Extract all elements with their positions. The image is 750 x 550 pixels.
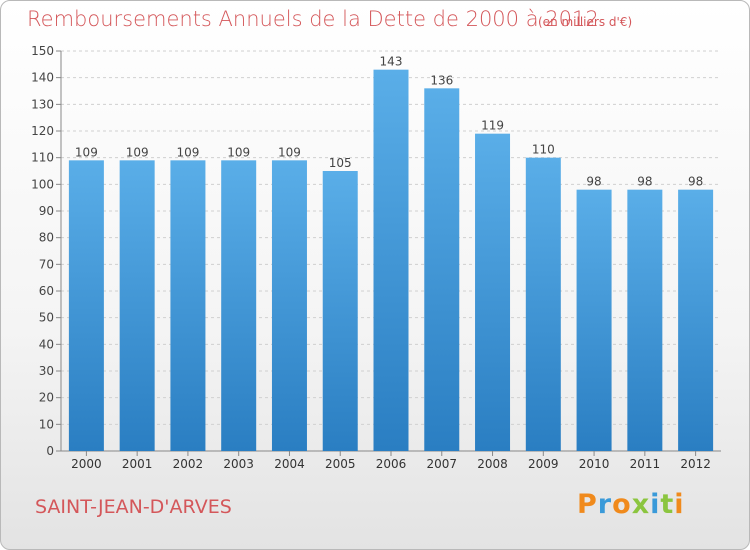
- chart-title: Remboursements Annuels de la Dette de 20…: [27, 7, 599, 31]
- bar: [68, 160, 104, 452]
- y-tick-label: 100: [31, 177, 54, 191]
- data-label: 109: [126, 145, 149, 159]
- bar: [271, 160, 307, 452]
- x-tick-label: 2001: [122, 457, 153, 471]
- x-tick-label: 2000: [71, 457, 102, 471]
- chart-subtitle: (en milliers d'€): [538, 15, 633, 29]
- brand-letter: x: [631, 489, 651, 520]
- y-tick-label: 150: [31, 44, 54, 58]
- x-tick-label: 2010: [579, 457, 610, 471]
- y-tick-label: 30: [39, 364, 54, 378]
- y-tick-label: 10: [39, 417, 54, 431]
- x-tick-label: 2006: [376, 457, 407, 471]
- brand-logo: Proxiti: [577, 489, 685, 520]
- x-tick-label: 2005: [325, 457, 356, 471]
- bar: [170, 160, 206, 452]
- bar: [322, 171, 358, 451]
- brand-letter: P: [577, 489, 598, 520]
- y-tick-label: 50: [39, 311, 54, 325]
- y-tick-label: 110: [31, 151, 54, 165]
- brand-letter: o: [612, 489, 632, 520]
- y-tick-label: 80: [39, 231, 54, 245]
- y-tick-label: 70: [39, 257, 54, 271]
- data-label: 109: [75, 145, 98, 159]
- data-label: 98: [637, 175, 652, 189]
- y-tick-label: 40: [39, 337, 54, 351]
- data-label: 109: [278, 145, 301, 159]
- y-tick-label: 140: [31, 71, 54, 85]
- bar: [373, 69, 409, 452]
- data-label: 119: [481, 119, 504, 133]
- bar: [221, 160, 257, 452]
- data-labels: 109 2000 109 2001 109 2002 109 2003 109 2004 105 20…: [71, 55, 711, 471]
- bar: [424, 88, 460, 451]
- bar: [119, 160, 155, 452]
- x-tick-label: 2009: [528, 457, 559, 471]
- place-name: SAINT-JEAN-D'ARVES: [35, 496, 232, 518]
- data-label: 98: [688, 175, 703, 189]
- data-label: 136: [430, 73, 453, 87]
- bars: [68, 69, 714, 452]
- data-label: 143: [380, 55, 403, 69]
- x-tick-label: 2011: [630, 457, 661, 471]
- brand-letter: i: [650, 489, 661, 520]
- bar: [525, 157, 561, 451]
- brand-letter: r: [597, 489, 613, 520]
- x-tick-label: 2008: [477, 457, 508, 471]
- data-label: 110: [532, 143, 555, 157]
- y-tick-label: 90: [39, 204, 54, 218]
- bar: [576, 189, 612, 451]
- brand-letter: i: [674, 489, 685, 520]
- x-tick-label: 2007: [426, 457, 457, 471]
- x-tick-label: 2003: [223, 457, 254, 471]
- data-label: 105: [329, 156, 352, 170]
- data-label: 98: [586, 175, 601, 189]
- bar: [627, 189, 663, 451]
- x-tick-label: 2012: [680, 457, 711, 471]
- y-tick-label: 20: [39, 391, 54, 405]
- bar: [475, 133, 511, 451]
- x-tick-label: 2004: [274, 457, 305, 471]
- y-tick-label: 120: [31, 124, 54, 138]
- data-label: 109: [176, 145, 199, 159]
- y-tick-label: 60: [39, 284, 54, 298]
- bar: [678, 189, 714, 451]
- y-tick-label: 130: [31, 97, 54, 111]
- data-label: 109: [227, 145, 250, 159]
- x-tick-label: 2002: [173, 457, 204, 471]
- y-tick-label: 0: [46, 444, 54, 458]
- brand-letter: t: [660, 489, 675, 520]
